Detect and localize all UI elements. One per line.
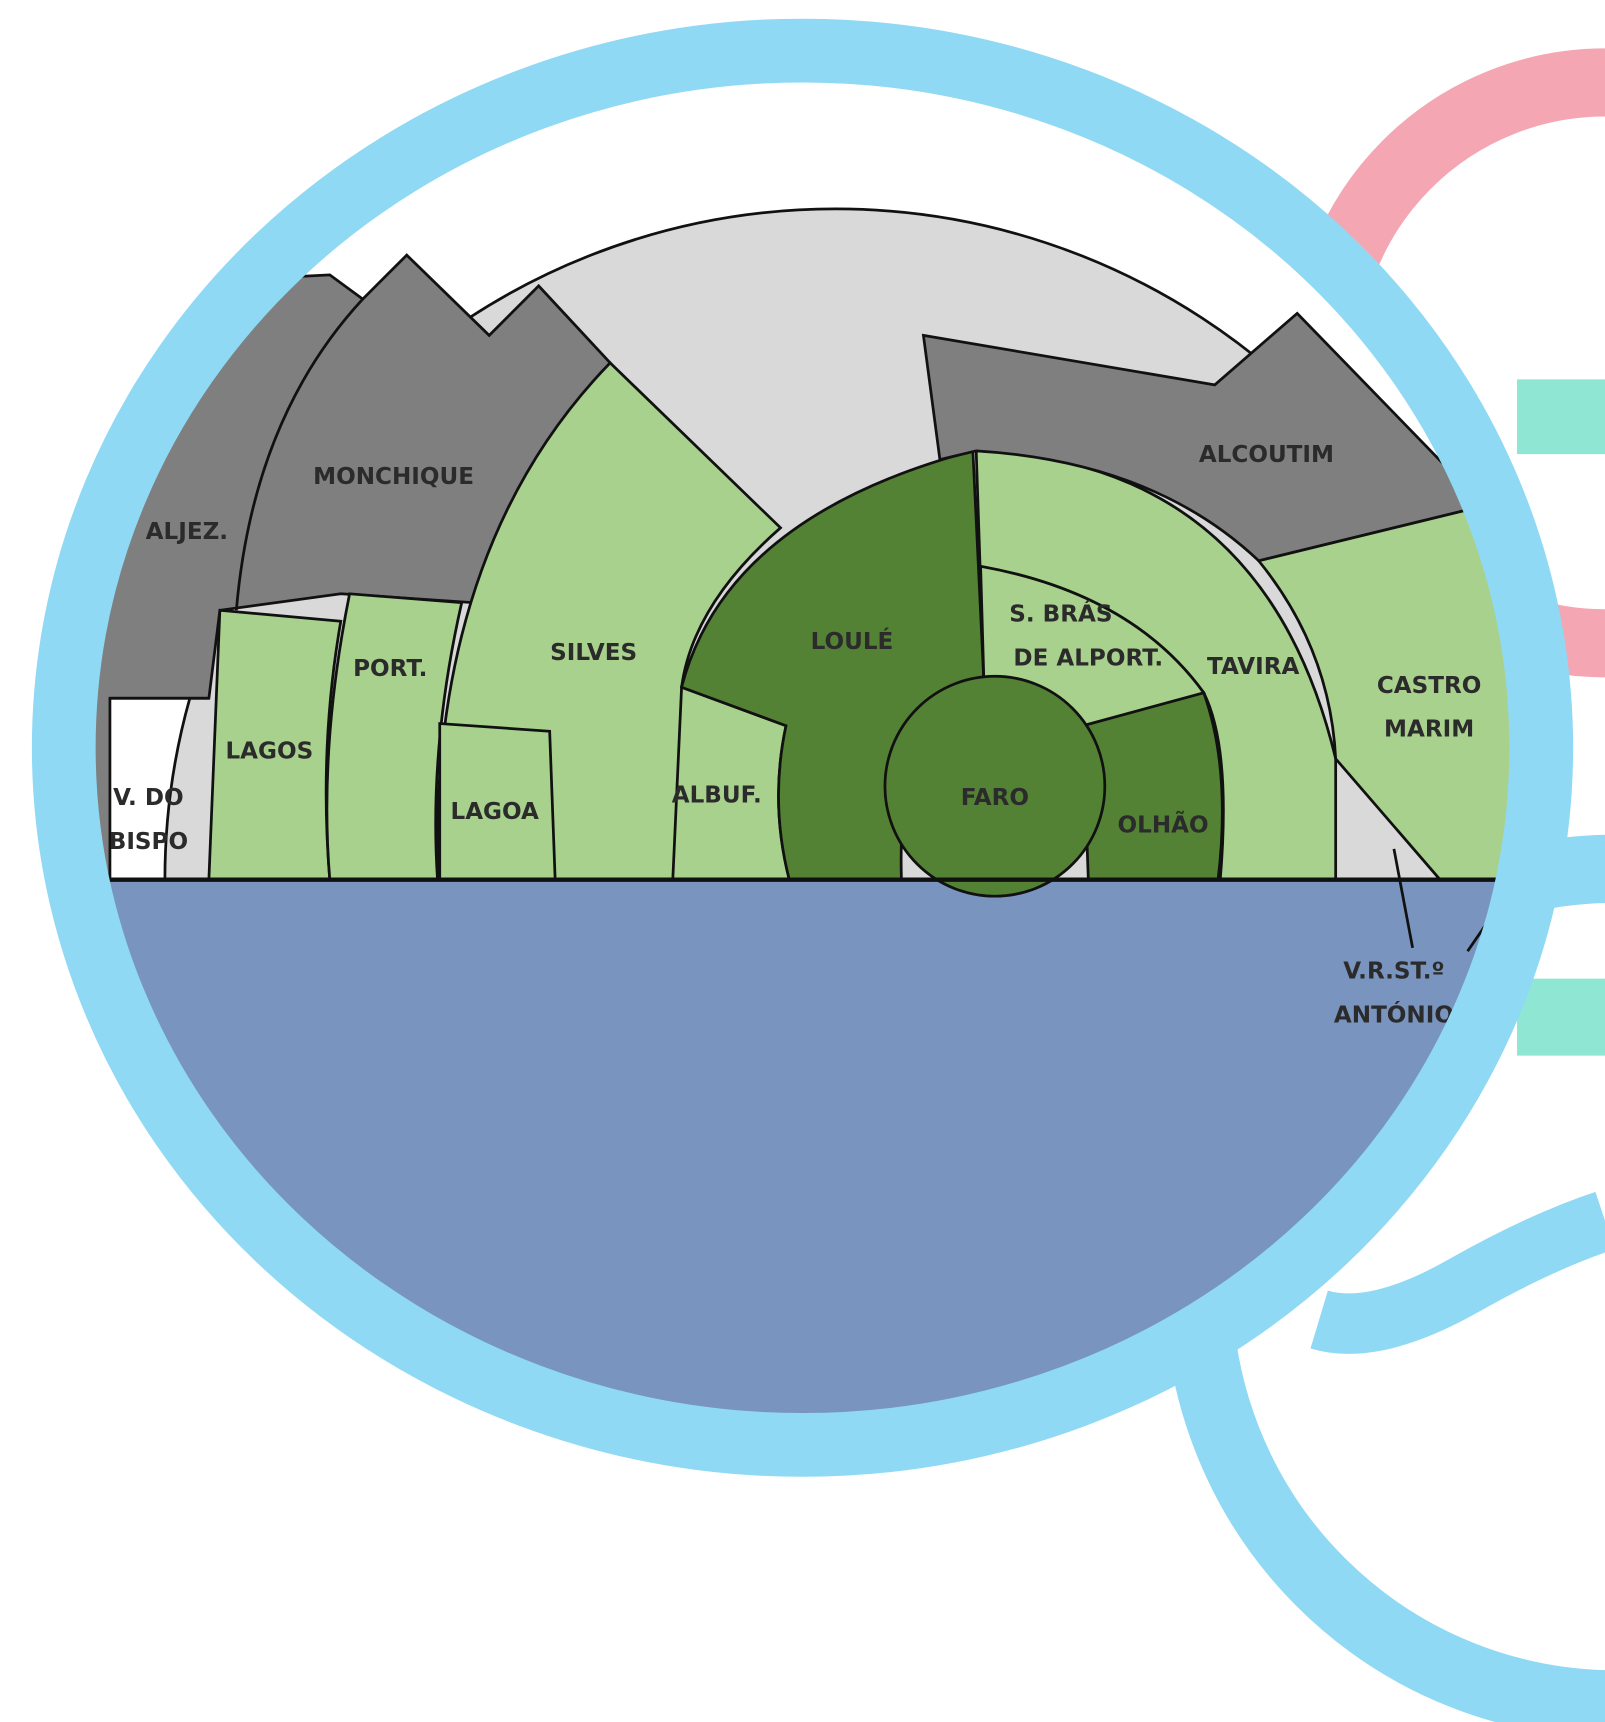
region-shape [883,674,1107,898]
blue-arc [1310,1191,1605,1354]
label-line: LOULÉ [811,627,894,655]
label-line: V. DO [113,785,183,811]
lens-ring [31,18,1574,1477]
region-label: LAGOA [451,799,539,825]
label-line: BISPO [109,829,188,855]
leader-line [1392,848,1414,949]
region-label: OLHÃO [1118,810,1209,838]
teal-bar [1517,978,1605,1056]
region-label: SILVES [550,640,637,666]
label-line: ALCOUTIM [1199,442,1334,468]
label-line: TAVIRA [1207,654,1299,680]
region-label: ALBUF. [672,783,762,809]
label-line: SILVES [550,640,637,666]
region-label: PORT. [353,656,427,682]
region-label: S. BRÁS DE ALPORT. [1009,599,1163,671]
label-line: OLHÃO [1118,810,1209,838]
label-line: V.R.ST.º [1343,959,1444,985]
label-line: LAGOA [451,799,539,825]
label-line: ANTÓNIO [1334,1001,1454,1029]
region-shape [1081,691,1224,882]
label-line: CASTRO [1377,673,1482,699]
region-label: CASTRO MARIM [1377,673,1482,743]
labels: MONCHIQUE ALJEZ. V. DO BISPO LAGOS PORT. SILVE… [109,442,1482,1029]
teal-bar [1517,379,1605,455]
region-label: V.R.ST.º ANTÓNIO [1334,959,1454,1029]
region-label: MONCHIQUE [313,464,474,490]
label-line: PORT. [353,656,427,682]
label-line: ALJEZ. [146,519,228,545]
label-line: FARO [961,785,1029,811]
region-label: FARO [961,785,1029,811]
region-border [234,298,364,611]
region-label: TAVIRA [1207,654,1299,680]
region-label: V. DO BISPO [109,785,188,855]
label-line: S. BRÁS [1009,599,1112,627]
region-label: ALCOUTIM [1199,442,1334,468]
label-line: MONCHIQUE [313,464,474,490]
label-line: LAGOS [225,739,313,765]
region-label: ALJEZ. [146,519,228,545]
label-line: ALBUF. [672,783,762,809]
label-line: DE ALPORT. [1013,645,1163,671]
region-shape [325,592,464,882]
region-label: LOULÉ [811,627,894,655]
label-line: MARIM [1384,717,1474,743]
region-label: LAGOS [225,739,313,765]
